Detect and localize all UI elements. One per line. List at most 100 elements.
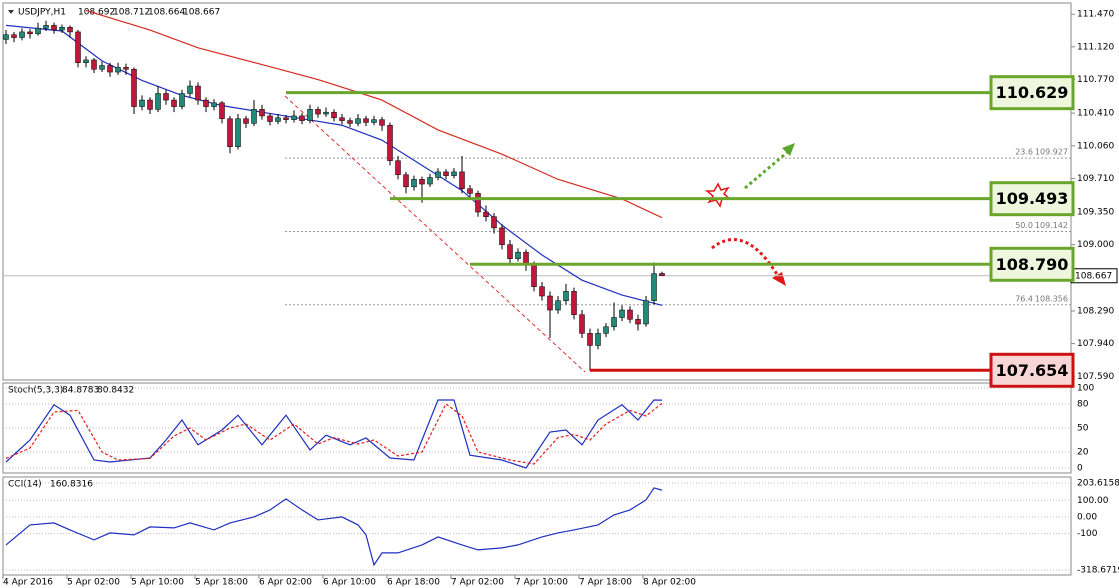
candle-body bbox=[235, 118, 241, 147]
level-label: 108.790 bbox=[996, 255, 1069, 274]
header-open: 108.692 bbox=[78, 8, 115, 18]
header-close: 108.667 bbox=[183, 8, 220, 18]
candle-body bbox=[51, 25, 57, 31]
candle-body bbox=[611, 317, 617, 328]
y-tick-label: 111.470 bbox=[1077, 10, 1114, 20]
candle-body bbox=[243, 118, 249, 124]
candle-body bbox=[171, 99, 177, 107]
burst-icon bbox=[704, 182, 733, 208]
x-tick-label: 6 Apr 10:00 bbox=[323, 578, 376, 588]
candle-body bbox=[267, 115, 273, 122]
cci-title: CCI(14) bbox=[8, 480, 42, 490]
y-tick-label: 111.120 bbox=[1077, 42, 1114, 52]
stoch-tick-label: 0 bbox=[1077, 464, 1083, 474]
y-tick-label: 109.710 bbox=[1077, 174, 1114, 184]
y-tick-label: 109.000 bbox=[1077, 240, 1114, 250]
stoch-main-value: 84.8783 bbox=[62, 386, 99, 396]
candle-body bbox=[603, 326, 609, 334]
candle-body bbox=[283, 117, 289, 120]
cci-panel bbox=[2, 476, 1072, 576]
candle-body bbox=[531, 264, 537, 287]
candle-body bbox=[155, 93, 161, 110]
candle-body bbox=[579, 314, 585, 334]
candle-body bbox=[203, 99, 209, 107]
candle-body bbox=[275, 117, 281, 122]
fib-price: 108.356 bbox=[1035, 294, 1068, 303]
x-tick-label: 8 Apr 02:00 bbox=[643, 578, 696, 588]
candle-body bbox=[19, 31, 25, 38]
stoch-tick-label: 80 bbox=[1077, 400, 1089, 410]
candle-body bbox=[435, 171, 441, 178]
candle-body bbox=[347, 120, 353, 124]
candle-body bbox=[59, 27, 65, 31]
up-arrow bbox=[744, 148, 791, 190]
candle-body bbox=[219, 102, 225, 119]
candle-body bbox=[651, 273, 657, 301]
cci-tick-label: 100.00 bbox=[1077, 496, 1109, 506]
candle-body bbox=[643, 300, 649, 325]
cci-tick-label: -318.6719 bbox=[1077, 565, 1119, 575]
candle-body bbox=[539, 286, 545, 297]
y-tick-label: 107.940 bbox=[1077, 339, 1114, 349]
candle-body bbox=[563, 291, 569, 301]
candle-body bbox=[179, 93, 185, 107]
candle-body bbox=[627, 309, 633, 320]
candle-body bbox=[427, 177, 433, 185]
x-tick-label: 6 Apr 18:00 bbox=[387, 578, 440, 588]
y-tick-label: 109.350 bbox=[1077, 208, 1114, 218]
candle-body bbox=[547, 295, 553, 311]
chart-title: USDJPY,H1 bbox=[18, 8, 66, 18]
candle-body bbox=[331, 111, 337, 119]
x-tick-label: 7 Apr 18:00 bbox=[579, 578, 632, 588]
candle-body bbox=[259, 109, 265, 117]
cci-tick-label: -100 bbox=[1077, 529, 1098, 539]
candle-body bbox=[187, 85, 193, 94]
candle-body bbox=[251, 109, 257, 124]
candle-body bbox=[515, 251, 521, 259]
candle-body bbox=[403, 174, 409, 188]
fib-level: 50.0 bbox=[1015, 221, 1033, 230]
x-tick-label: 6 Apr 02:00 bbox=[259, 578, 312, 588]
candle-body bbox=[139, 99, 145, 107]
candle-body bbox=[411, 179, 417, 188]
x-tick-label: 5 Apr 18:00 bbox=[195, 578, 248, 588]
candle-body bbox=[299, 115, 305, 121]
fib-price: 109.142 bbox=[1035, 221, 1068, 230]
candle-body bbox=[307, 109, 313, 121]
header-high: 108.712 bbox=[113, 8, 150, 18]
stoch-line bbox=[5, 399, 663, 469]
candle-body bbox=[123, 67, 129, 70]
stoch-signal-value: 80.8432 bbox=[97, 386, 134, 396]
candle-body bbox=[395, 160, 401, 175]
stoch-tick-label: 50 bbox=[1077, 424, 1089, 434]
candle-body bbox=[475, 193, 481, 213]
candle-body bbox=[635, 319, 641, 325]
level-label: 110.629 bbox=[996, 83, 1069, 102]
candle-body bbox=[83, 59, 89, 63]
x-tick-label: 7 Apr 10:00 bbox=[515, 578, 568, 588]
candle-body bbox=[587, 333, 593, 346]
candle-body bbox=[107, 65, 113, 73]
cci-line bbox=[5, 487, 663, 567]
x-tick-label: 5 Apr 02:00 bbox=[67, 578, 120, 588]
down-arrow bbox=[711, 238, 780, 277]
y-tick-label: 110.060 bbox=[1077, 141, 1114, 151]
candle-body bbox=[355, 118, 361, 124]
level-label: 107.654 bbox=[996, 361, 1069, 380]
candle-body bbox=[3, 34, 9, 40]
candle-body bbox=[363, 118, 369, 123]
candle-body bbox=[499, 227, 505, 245]
fib-level: 23.6 bbox=[1015, 148, 1033, 157]
y-tick-label: 107.590 bbox=[1077, 372, 1114, 382]
candle-body bbox=[11, 34, 17, 38]
moving-average bbox=[85, 9, 663, 219]
y-tick-label: 110.770 bbox=[1077, 75, 1114, 85]
candle-body bbox=[619, 309, 625, 318]
menu-icon bbox=[8, 10, 14, 14]
candle-body bbox=[75, 31, 81, 63]
candle-body bbox=[35, 27, 41, 35]
candle-body bbox=[459, 171, 465, 189]
